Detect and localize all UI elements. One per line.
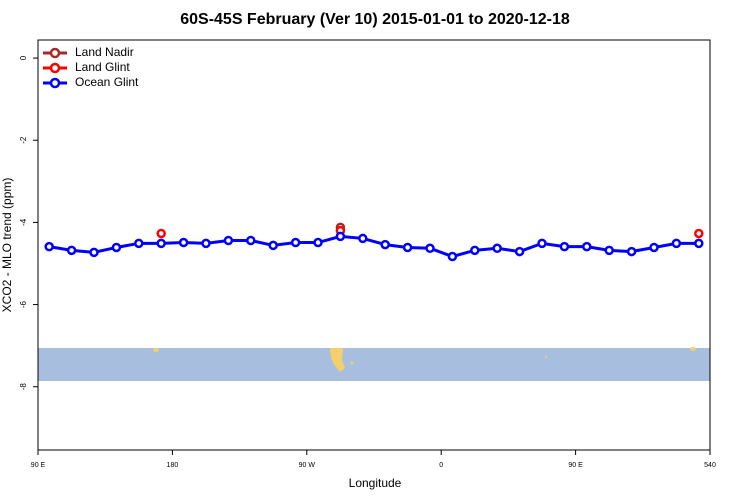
data-point: [156, 238, 166, 249]
x-axis-label: Longitude: [349, 476, 402, 490]
data-point: [89, 247, 99, 258]
land: [545, 356, 547, 358]
y-tick-label: -6: [19, 300, 28, 308]
land: [153, 348, 159, 352]
data-point: [626, 246, 637, 257]
data-point: [223, 235, 234, 246]
data-point: [447, 251, 458, 262]
land: [690, 347, 696, 351]
data-point: [246, 235, 256, 246]
data-point: [178, 237, 189, 248]
data-point: [313, 237, 323, 248]
data-point: [111, 242, 122, 253]
data-point: [537, 238, 547, 249]
data-point: [44, 241, 54, 252]
legend-label: Land Nadir: [75, 45, 134, 59]
data-point: [66, 245, 77, 256]
x-tick-label: 0: [439, 462, 443, 469]
data-point: [514, 246, 525, 257]
data-point: [582, 241, 592, 252]
legend-label: Land Glint: [75, 60, 130, 74]
ocean-band: [38, 348, 710, 381]
x-tick-label: 90 W: [299, 462, 316, 469]
map-band: [38, 347, 710, 381]
data-point: [604, 245, 614, 256]
y-tick-label: -2: [19, 136, 28, 144]
y-tick-label: 0: [19, 55, 28, 60]
x-tick-label: 90 E: [31, 462, 46, 469]
data-point: [358, 233, 368, 244]
series-line: [48, 234, 699, 259]
data-point: [649, 242, 659, 253]
plot-frame: [37, 39, 711, 451]
data-point: [470, 245, 480, 256]
legend-marker: [49, 77, 61, 89]
data-point: [694, 238, 704, 249]
y-axis-label: XCO2 - MLO trend (ppm): [0, 178, 14, 313]
data-point: [201, 238, 211, 249]
x-tick-label: 540: [704, 462, 716, 469]
x-tick-label: 180: [167, 462, 179, 469]
data-point: [268, 240, 278, 251]
data-point: [671, 238, 682, 249]
legend-label: Ocean Glint: [75, 75, 139, 89]
data-point: [335, 231, 346, 242]
x-tick-label: 90 E: [568, 462, 583, 469]
y-tick-label: -8: [19, 383, 28, 391]
chart-title: 60S-45S February (Ver 10) 2015-01-01 to …: [180, 11, 570, 28]
legend-marker: [49, 47, 61, 59]
data-point: [402, 242, 413, 253]
data-point: [134, 238, 144, 249]
land: [350, 361, 354, 365]
data-point: [380, 239, 390, 250]
data-point: [694, 228, 704, 239]
data-point: [425, 243, 435, 254]
data-point: [156, 228, 166, 239]
data-point: [492, 243, 502, 254]
land: [330, 348, 345, 372]
legend-marker: [49, 62, 61, 74]
data-point: [559, 241, 570, 252]
data-point: [290, 237, 301, 248]
y-tick-label: -4: [19, 218, 28, 226]
